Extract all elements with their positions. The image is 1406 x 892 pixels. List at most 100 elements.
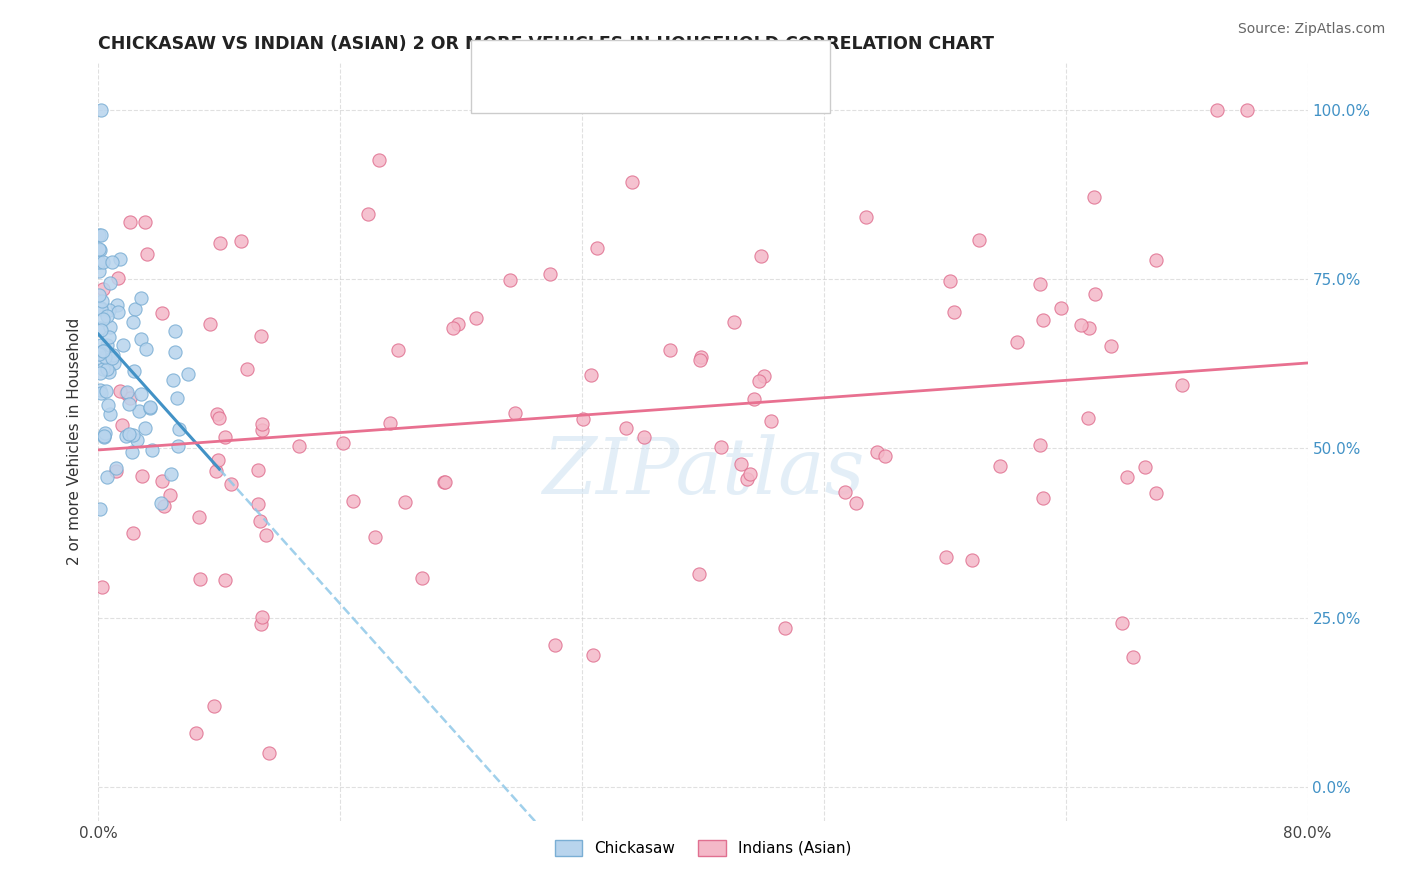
Point	[198, 317, 221, 331]
Point	[1029, 438, 1052, 452]
Point	[579, 368, 602, 383]
Point	[124, 301, 146, 316]
Point	[139, 401, 162, 415]
Point	[1144, 486, 1167, 500]
Text: 0.048: 0.048	[578, 88, 627, 106]
Point	[1083, 190, 1105, 204]
Point	[98, 407, 121, 421]
Point	[738, 467, 761, 481]
Point	[1133, 460, 1156, 475]
Point	[96, 309, 118, 323]
Point	[433, 475, 456, 490]
Point	[96, 362, 118, 376]
Point	[165, 325, 187, 339]
Point	[91, 353, 114, 368]
Point	[252, 417, 274, 431]
Point	[150, 475, 173, 489]
Point	[89, 384, 111, 398]
Point	[754, 369, 776, 384]
Point	[96, 470, 118, 484]
Point	[250, 329, 273, 343]
Point	[633, 430, 655, 444]
Point	[100, 351, 122, 366]
Point	[246, 496, 269, 510]
Point	[165, 345, 187, 359]
Point	[939, 274, 962, 288]
Point	[98, 277, 121, 291]
Point	[190, 572, 212, 586]
Text: N =: N =	[666, 88, 706, 106]
Text: Source: ZipAtlas.com: Source: ZipAtlas.com	[1237, 22, 1385, 37]
Point	[441, 320, 464, 334]
Point	[742, 392, 765, 406]
Point	[202, 698, 225, 713]
Point	[614, 420, 637, 434]
Point	[254, 527, 277, 541]
Point	[90, 301, 112, 315]
Point	[150, 306, 173, 320]
Point	[967, 233, 990, 247]
Point	[505, 406, 527, 420]
Point	[1099, 339, 1122, 353]
Point	[103, 348, 125, 362]
Point	[499, 273, 522, 287]
Point	[962, 552, 984, 566]
Point	[942, 305, 965, 319]
Point	[134, 215, 156, 229]
Point	[129, 332, 152, 346]
Point	[246, 463, 269, 477]
Point	[111, 418, 134, 433]
Point	[544, 638, 567, 652]
Point	[90, 338, 112, 352]
Point	[572, 412, 595, 426]
Point	[689, 350, 711, 364]
Point	[93, 430, 115, 444]
Point	[94, 426, 117, 441]
Point	[188, 510, 211, 524]
Point	[101, 255, 124, 269]
Point	[166, 391, 188, 405]
Point	[91, 362, 114, 376]
Point	[105, 461, 128, 475]
Point	[128, 404, 150, 418]
Point	[250, 423, 273, 437]
Point	[98, 319, 121, 334]
Point	[141, 442, 163, 457]
Point	[411, 571, 433, 585]
Point	[1078, 321, 1101, 335]
Text: 79: 79	[711, 58, 734, 76]
Point	[208, 410, 231, 425]
Point	[586, 241, 609, 255]
Point	[582, 648, 605, 663]
Point	[208, 235, 231, 250]
Point	[1111, 615, 1133, 630]
Point	[538, 268, 561, 282]
Point	[105, 298, 128, 312]
Point	[122, 428, 145, 442]
Point	[855, 211, 877, 225]
Text: CHICKASAW VS INDIAN (ASIAN) 2 OR MORE VEHICLES IN HOUSEHOLD CORRELATION CHART: CHICKASAW VS INDIAN (ASIAN) 2 OR MORE VE…	[98, 35, 994, 53]
Point	[91, 255, 114, 269]
Point	[103, 356, 125, 370]
Point	[114, 429, 136, 443]
Point	[159, 488, 181, 502]
Point	[378, 416, 401, 430]
Point	[332, 435, 354, 450]
Point	[127, 433, 149, 447]
Point	[90, 301, 112, 316]
Point	[620, 175, 643, 189]
Point	[167, 422, 190, 436]
Point	[177, 367, 200, 381]
Point	[136, 247, 159, 261]
Point	[659, 343, 682, 357]
Point	[96, 337, 118, 351]
Point	[710, 440, 733, 454]
Point	[214, 430, 236, 444]
Point	[135, 342, 157, 356]
Point	[845, 496, 868, 510]
Y-axis label: 2 or more Vehicles in Household: 2 or more Vehicles in Household	[67, 318, 83, 566]
Point	[387, 343, 409, 358]
Point	[357, 207, 380, 221]
Point	[89, 243, 111, 257]
Point	[108, 252, 131, 266]
